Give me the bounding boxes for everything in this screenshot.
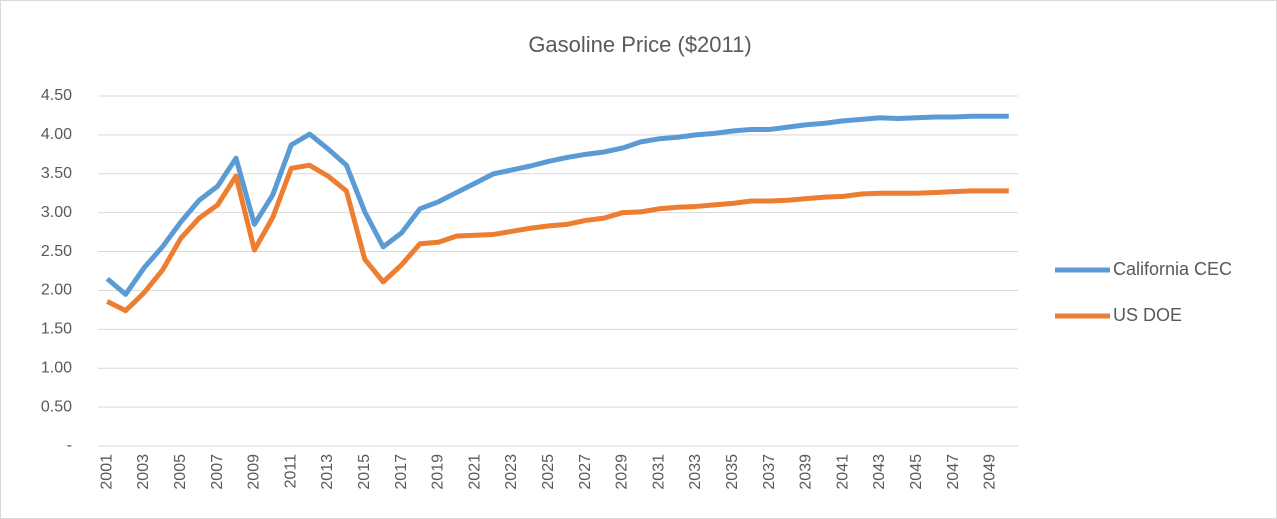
x-tick-label: 2043	[871, 454, 888, 490]
x-tick-label: 2023	[503, 454, 520, 490]
legend-label: California CEC	[1113, 259, 1232, 279]
x-tick-label: 2017	[393, 454, 410, 490]
x-tick-label: 2007	[209, 454, 226, 490]
chart-title: Gasoline Price ($2011)	[528, 32, 751, 57]
x-tick-label: 2047	[945, 454, 962, 490]
series-line	[105, 113, 1009, 297]
x-tick-label: 2041	[834, 454, 851, 490]
y-tick-label: 3.00	[41, 204, 72, 221]
x-tick-label: 2005	[172, 454, 189, 490]
x-tick-label: 2001	[98, 454, 115, 490]
x-tick-label: 2025	[540, 454, 557, 490]
x-tick-label: 2049	[982, 454, 999, 490]
y-tick-label: 1.50	[41, 321, 72, 338]
x-tick-label: 2033	[687, 454, 704, 490]
legend-label: US DOE	[1113, 305, 1182, 325]
series-line	[106, 162, 1009, 314]
x-tick-label: 2019	[430, 454, 447, 490]
x-tick-label: 2021	[466, 454, 483, 490]
y-tick-label: 2.00	[41, 282, 72, 299]
y-tick-label: 4.50	[41, 87, 72, 104]
x-tick-label: 2029	[614, 454, 631, 490]
x-tick-label: 2027	[577, 454, 594, 490]
x-tick-label: 2013	[319, 454, 336, 490]
y-tick-label: 3.50	[41, 165, 72, 182]
x-tick-label: 2003	[135, 454, 152, 490]
y-tick-label: -	[67, 437, 72, 454]
y-tick-label: 0.50	[41, 398, 72, 415]
x-tick-label: 2045	[908, 454, 925, 490]
x-tick-label: 2037	[761, 454, 778, 490]
x-tick-label: 2015	[356, 454, 373, 490]
y-tick-label: 1.00	[41, 359, 72, 376]
x-tick-label: 2031	[650, 454, 667, 490]
y-tick-label: 2.50	[41, 243, 72, 260]
x-tick-label: 2035	[724, 454, 741, 490]
x-tick-label: 2011	[282, 454, 299, 489]
x-tick-label: 2009	[246, 454, 263, 490]
y-tick-label: 4.00	[41, 126, 72, 143]
x-tick-label: 2039	[798, 454, 815, 490]
